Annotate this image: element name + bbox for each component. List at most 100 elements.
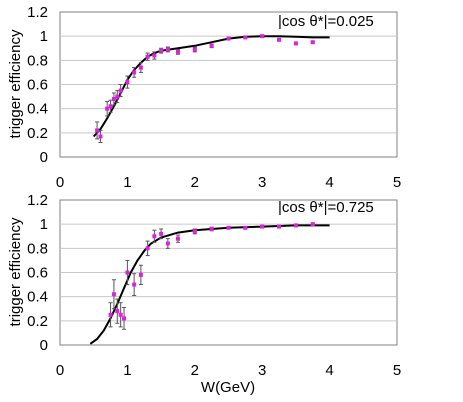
point-marker [226,36,231,41]
x-tick-label: 0 [56,362,64,379]
point-marker [118,312,123,317]
y-tick-label: 0 [40,149,48,166]
y-tick-labels-bottom: 0 0.2 0.4 0.6 0.8 1 1.2 [27,192,48,354]
x-tick-label: 1 [123,362,131,379]
point-marker [125,80,130,85]
y-tick-label: 1 [40,216,48,233]
point-marker [145,246,150,251]
point-marker [145,54,150,59]
data-point [159,47,164,54]
y-tick-label: 0.4 [27,101,48,118]
data-point [108,302,113,328]
point-marker [122,316,127,321]
data-point [132,67,137,78]
data-point [125,259,130,286]
data-point [115,90,120,104]
point-marker [165,47,170,52]
y-tick-label: 0.4 [27,289,48,306]
point-marker [175,236,180,241]
data-points-bottom [108,222,315,330]
data-point [122,307,127,330]
data-point [108,99,113,113]
x-tick-labels-bottom: 0 1 2 3 4 5 [56,362,401,379]
y-tick-label: 1.2 [27,4,48,21]
data-point [209,226,214,232]
x-tick-label: 2 [191,174,199,191]
point-marker [108,312,113,317]
data-point [145,240,150,257]
data-point [111,279,116,310]
point-marker [293,223,298,228]
point-marker [138,65,143,70]
y-tick-label: 0.8 [27,52,48,69]
annotation-bottom: |cos θ*|=0.725 [278,199,374,216]
point-marker [293,41,298,46]
y-tick-label: 1.2 [27,192,48,209]
point-marker [243,35,248,40]
data-point [165,46,170,53]
x-tick-label: 3 [258,362,266,379]
data-point [243,35,248,40]
point-marker [132,70,137,75]
data-point [192,46,197,53]
data-point [98,129,103,143]
point-marker [310,222,315,227]
y-axis-label-bottom: trigger efficiency [7,217,24,326]
data-point [118,84,123,98]
data-point [159,228,164,240]
data-point [277,224,282,229]
data-point [152,51,157,60]
data-point [310,40,315,45]
point-marker [159,48,164,53]
data-point [260,224,265,229]
point-marker [111,97,116,101]
data-point [175,234,180,243]
y-tick-label: 0.2 [27,125,48,142]
point-marker [226,225,231,230]
y-tick-label: 0 [40,337,48,354]
data-point [226,36,231,41]
data-point [115,298,120,324]
point-marker [243,225,248,230]
x-axis-label: W(GeV) [201,379,255,396]
x-tick-label: 1 [123,174,131,191]
data-point [293,41,298,46]
data-point [152,229,157,243]
x-tick-label: 4 [325,362,333,379]
y-tick-labels-top: 0 0.2 0.4 0.6 0.8 1 1.2 [27,4,48,166]
data-point [209,43,214,49]
point-marker [260,34,265,39]
y-tick-label: 0.6 [27,265,48,282]
data-point [226,225,231,230]
x-tick-label: 5 [393,174,401,191]
point-marker [95,128,100,133]
x-tick-label: 0 [56,174,64,191]
point-marker [132,282,137,287]
data-point [175,48,180,55]
y-tick-label: 0.6 [27,77,48,94]
y-tick-label: 0.8 [27,240,48,257]
x-tick-labels-top: 0 1 2 3 4 5 [56,174,401,191]
point-marker [165,241,170,246]
point-marker [115,94,120,99]
data-point [293,223,298,228]
data-point [95,121,100,140]
data-point [138,264,143,286]
gridlines-top [60,35,397,134]
point-marker [159,231,164,236]
data-point [277,37,282,42]
x-tick-label: 5 [393,362,401,379]
fit-curve-bottom [89,224,330,345]
y-tick-label: 0.2 [27,313,48,330]
data-point [118,302,123,328]
data-point [145,52,150,61]
data-point [165,238,170,249]
x-tick-label: 4 [325,174,333,191]
point-marker [310,40,315,45]
point-marker [175,49,180,54]
y-tick-label: 1 [40,28,48,45]
point-marker [138,272,143,277]
point-marker [209,43,214,48]
data-point [125,75,130,89]
